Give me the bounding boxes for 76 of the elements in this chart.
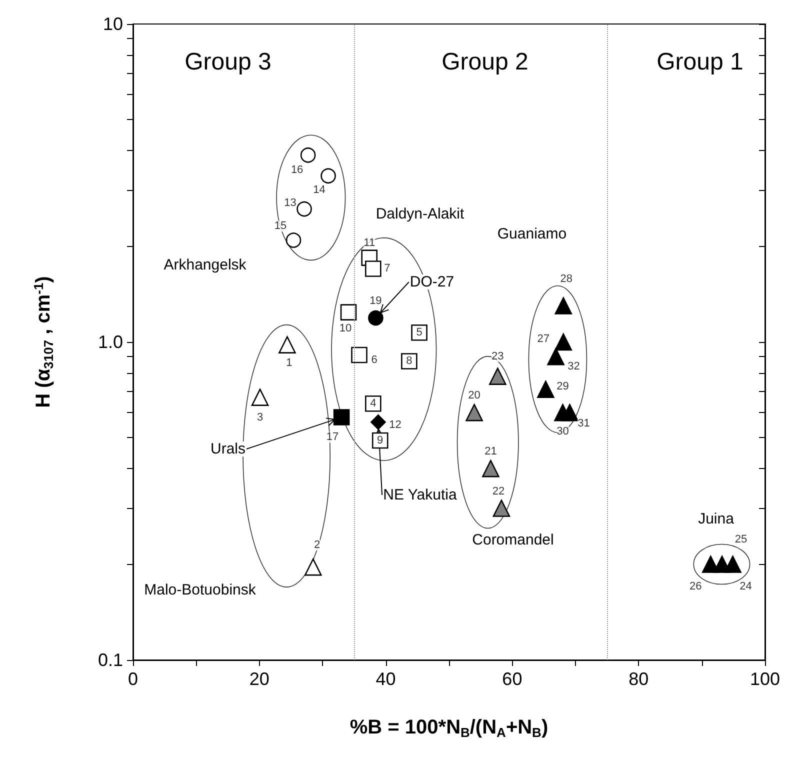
annotation: Malo-Botuobinsk [144,582,256,598]
point [304,558,322,576]
point [251,388,269,406]
annotation: 32 [568,360,580,373]
annotation: 11 [364,236,376,249]
point [547,348,564,366]
x-tick-label: 0 [128,669,138,689]
point [724,556,742,573]
point [368,310,384,326]
annotation: 4 [370,398,376,410]
annotation: 20 [468,390,480,402]
point [489,368,506,385]
annotation: 10 [339,322,352,334]
annotation: 3 [256,411,264,424]
annotation: 22 [492,485,505,498]
annotation: 17 [326,431,339,444]
point [340,304,357,320]
annotation: Daldyn-Alakit [376,206,466,222]
y-tick-label: 10 [102,14,123,34]
point [554,297,572,314]
annotation: 25 [734,533,748,546]
point [320,168,336,184]
annotation: DO-27 [410,274,454,290]
point [561,404,578,422]
annotation: Group 2 [442,48,528,76]
annotation: 30 [556,426,569,438]
y-tick-label: 0.1 [98,650,123,670]
annotation: 9 [377,434,384,447]
x-tick-label: 40 [376,669,396,689]
point [466,404,483,422]
annotation: 13 [284,196,296,209]
annotation: 1 [286,356,292,369]
point [351,346,368,364]
point [286,232,302,248]
x-tick-label: 100 [750,669,780,689]
x-tick-label: 60 [502,669,522,689]
annotation: 24 [740,580,752,592]
annotation: 28 [560,272,573,285]
x-tick-label: 80 [628,669,649,689]
y-axis-title: H (α3107 , cm-1) [31,276,56,408]
point [482,460,500,478]
annotation: 31 [578,418,590,430]
point [370,414,386,430]
annotation: 7 [384,262,390,275]
point [537,380,554,398]
annotation: 8 [406,355,412,368]
annotation: 2 [314,539,320,552]
point [365,260,382,277]
annotation: 16 [290,164,304,176]
annotation: Group 3 [184,48,272,76]
point [492,500,510,517]
point [554,333,572,351]
annotation: 19 [370,294,382,307]
annotation: Coromandel [472,532,554,548]
annotation: 5 [416,326,422,339]
annotation: 14 [313,184,326,196]
annotation: 26 [690,580,702,592]
annotation: 27 [537,333,550,345]
x-tick-label: 20 [249,669,270,689]
point [296,201,312,217]
point [333,409,350,426]
annotation: 29 [556,380,569,392]
annotation: Urals [210,440,246,458]
y-tick-label: 1.0 [98,332,123,352]
annotation: 6 [371,354,378,366]
annotation: Guaniamo [497,226,567,242]
point [278,336,296,354]
annotation: NE Yakutia [383,486,458,504]
annotation: 12 [389,419,402,432]
annotation: 21 [484,446,497,458]
annotation: Arkhangelsk [164,256,247,274]
annotation: Juina [698,510,735,528]
annotation: Group 1 [656,48,744,76]
point [300,147,316,163]
annotation: 15 [274,220,287,232]
annotation: 23 [492,350,504,362]
